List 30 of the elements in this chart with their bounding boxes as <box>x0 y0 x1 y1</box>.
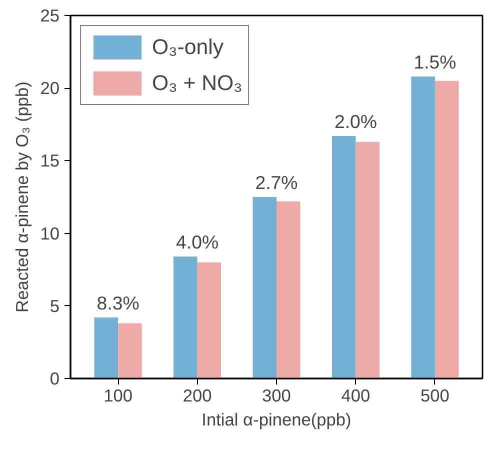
x-tick-label: 100 <box>104 386 133 406</box>
y-tick-label: 10 <box>40 223 60 244</box>
bar <box>252 197 276 378</box>
y-axis-title: Reacted α-pinene by O₃ (ppb) <box>12 82 32 312</box>
y-tick-label: 25 <box>40 6 60 26</box>
x-tick-label: 300 <box>262 386 291 406</box>
bar <box>356 142 380 378</box>
x-tick-label: 400 <box>341 386 370 406</box>
y-tick-label: 0 <box>50 368 60 388</box>
y-tick-label: 15 <box>40 150 60 171</box>
annotation: 4.0% <box>176 232 219 253</box>
legend-label: O₃-only <box>152 34 224 60</box>
bar <box>197 262 222 378</box>
x-tick-label: 500 <box>420 386 450 406</box>
annotation: 1.5% <box>414 51 456 72</box>
y-tick-label: 20 <box>40 78 60 98</box>
bar <box>434 80 459 378</box>
y-tick-label: 5 <box>50 296 60 316</box>
bar <box>276 201 300 378</box>
bar <box>174 256 198 378</box>
annotation: 2.0% <box>334 111 377 132</box>
x-tick-label: 200 <box>182 386 212 406</box>
bar <box>118 323 142 378</box>
legend-label: O₃ + NO₃ <box>152 70 242 96</box>
bar <box>94 318 118 378</box>
x-axis-title: Intial α-pinene(ppb) <box>202 410 352 430</box>
bar <box>411 76 435 378</box>
annotation: 2.7% <box>255 172 298 193</box>
bar <box>332 136 356 378</box>
annotation: 8.3% <box>96 292 140 314</box>
